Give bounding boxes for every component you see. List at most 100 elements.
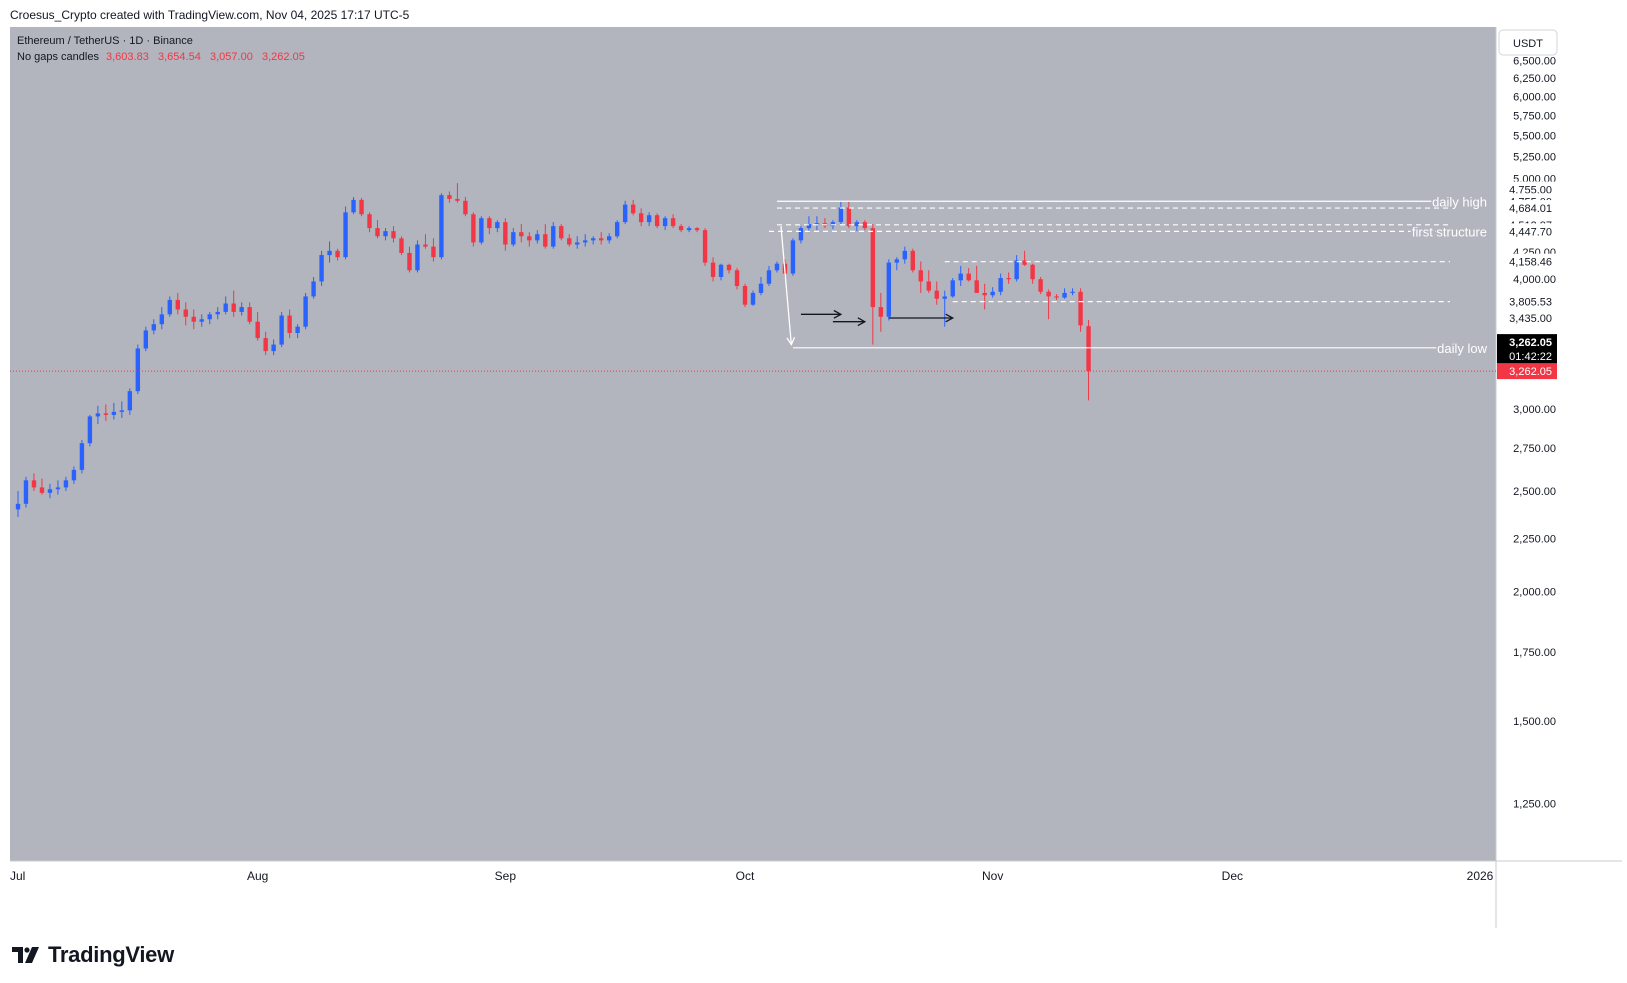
- candle[interactable]: [910, 248, 915, 273]
- candle[interactable]: [694, 227, 700, 233]
- candle[interactable]: [135, 344, 141, 395]
- candle[interactable]: [31, 473, 37, 492]
- candle[interactable]: [87, 414, 93, 447]
- candle[interactable]: [878, 292, 884, 332]
- candle[interactable]: [1070, 288, 1075, 296]
- candle[interactable]: [838, 201, 844, 225]
- candle[interactable]: [175, 292, 180, 315]
- candle[interactable]: [543, 224, 548, 249]
- candle[interactable]: [207, 311, 212, 325]
- tradingview-logo[interactable]: TradingView: [12, 942, 174, 968]
- current-price-badge[interactable]: 3,262.05: [1497, 363, 1557, 380]
- candle[interactable]: [79, 439, 85, 474]
- candle[interactable]: [702, 228, 708, 266]
- candle[interactable]: [167, 296, 172, 317]
- candle[interactable]: [47, 483, 53, 499]
- candle[interactable]: [159, 307, 164, 330]
- candle[interactable]: [1054, 294, 1059, 300]
- candle[interactable]: [982, 283, 987, 310]
- candle[interactable]: [559, 224, 564, 241]
- candle[interactable]: [495, 220, 500, 233]
- candle[interactable]: [1030, 263, 1035, 284]
- candle[interactable]: [638, 208, 644, 227]
- candle[interactable]: [519, 224, 524, 243]
- candle[interactable]: [191, 309, 196, 330]
- candle[interactable]: [990, 287, 995, 298]
- arrow-annotation[interactable]: [800, 309, 843, 319]
- candle[interactable]: [39, 478, 45, 495]
- candle[interactable]: [742, 283, 748, 308]
- candle[interactable]: [1046, 289, 1051, 320]
- candle[interactable]: [846, 201, 852, 229]
- candle[interactable]: [1078, 288, 1083, 332]
- candle[interactable]: [199, 314, 204, 327]
- candle[interactable]: [622, 200, 628, 225]
- arrow-annotation[interactable]: [832, 317, 867, 327]
- candle[interactable]: [718, 263, 724, 281]
- candle[interactable]: [710, 257, 716, 282]
- candle[interactable]: [894, 257, 900, 271]
- candle[interactable]: [798, 226, 804, 244]
- candle[interactable]: [766, 265, 772, 287]
- candle[interactable]: [535, 230, 540, 244]
- candle[interactable]: [646, 212, 652, 227]
- candle[interactable]: [367, 212, 372, 233]
- candle[interactable]: [415, 240, 420, 273]
- candle[interactable]: [551, 222, 556, 249]
- candle[interactable]: [758, 276, 764, 296]
- currency-button[interactable]: USDT: [1498, 29, 1558, 56]
- candle[interactable]: [1086, 319, 1091, 401]
- candle[interactable]: [902, 246, 907, 264]
- candle[interactable]: [247, 302, 252, 325]
- candle[interactable]: [567, 234, 572, 247]
- candle[interactable]: [870, 224, 876, 345]
- candle[interactable]: [351, 197, 356, 215]
- candle[interactable]: [479, 216, 484, 245]
- candle[interactable]: [127, 388, 133, 415]
- candle[interactable]: [359, 197, 364, 217]
- candle[interactable]: [926, 270, 931, 293]
- candle[interactable]: [103, 404, 109, 422]
- candle[interactable]: [734, 268, 740, 290]
- candle[interactable]: [311, 276, 316, 299]
- candle[interactable]: [383, 228, 388, 241]
- candle[interactable]: [1022, 250, 1027, 266]
- time-axis[interactable]: [10, 861, 1622, 928]
- candle[interactable]: [654, 213, 660, 229]
- candle[interactable]: [862, 220, 868, 231]
- candle[interactable]: [599, 232, 604, 245]
- candle[interactable]: [1014, 255, 1019, 282]
- candle[interactable]: [670, 214, 676, 229]
- candle[interactable]: [151, 319, 157, 335]
- candle[interactable]: [527, 232, 532, 247]
- candle[interactable]: [814, 216, 820, 231]
- price-axis[interactable]: [1496, 27, 1622, 861]
- candle[interactable]: [439, 193, 444, 260]
- candle[interactable]: [575, 236, 580, 249]
- candle[interactable]: [583, 234, 588, 247]
- candle[interactable]: [1006, 272, 1011, 284]
- candle[interactable]: [71, 466, 77, 484]
- candle[interactable]: [998, 273, 1003, 296]
- candle[interactable]: [231, 290, 236, 317]
- candle[interactable]: [287, 309, 292, 339]
- candle[interactable]: [183, 302, 188, 326]
- candle[interactable]: [974, 265, 979, 293]
- candle[interactable]: [447, 191, 452, 203]
- price-chart[interactable]: 6,750.006,500.006,250.006,000.005,750.00…: [10, 27, 1622, 928]
- candle[interactable]: [662, 216, 668, 231]
- candle[interactable]: [431, 238, 436, 262]
- arrow-annotation[interactable]: [780, 226, 796, 346]
- candle[interactable]: [918, 261, 923, 293]
- candle[interactable]: [407, 246, 412, 273]
- candle[interactable]: [111, 402, 117, 420]
- plot-area[interactable]: [10, 27, 1496, 861]
- last-price-badge[interactable]: 3,262.05 01:42:22: [1497, 334, 1557, 365]
- candle[interactable]: [463, 197, 468, 217]
- candle[interactable]: [950, 278, 955, 298]
- candle[interactable]: [774, 261, 780, 273]
- candle[interactable]: [399, 236, 404, 256]
- candle[interactable]: [790, 238, 796, 276]
- candle[interactable]: [295, 324, 300, 339]
- candle[interactable]: [455, 183, 460, 203]
